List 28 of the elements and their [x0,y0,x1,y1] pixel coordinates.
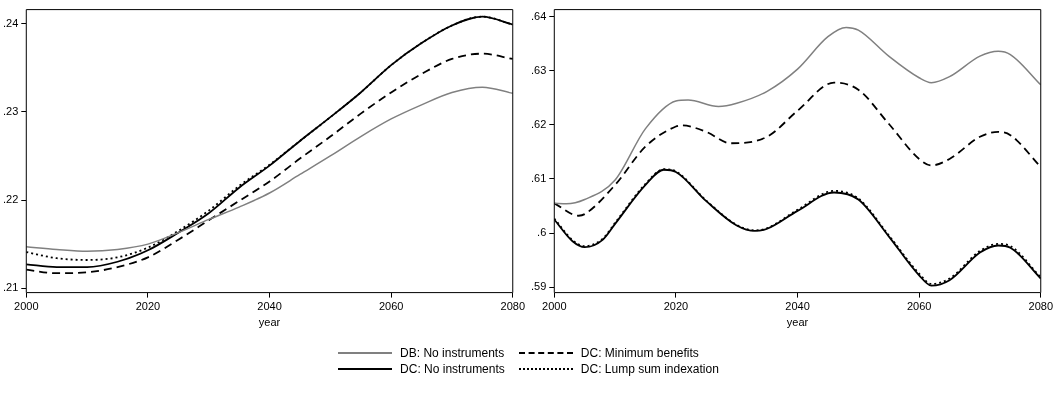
y-tick-label: .6 [537,226,547,239]
x-tick-label: 2060 [906,300,932,313]
x-tick-label: 2040 [785,300,810,313]
legend-label: DC: Lump sum indexation [580,362,719,376]
y-tick-label: .22 [2,193,19,206]
x-tick-label: 2000 [542,300,567,313]
y-tick-label: .24 [2,16,19,29]
x-axis-title: year [258,316,281,329]
x-tick-label: 2080 [500,300,526,313]
x-tick-label: 2040 [257,300,282,313]
y-tick-label: .61 [530,172,547,184]
line-series [26,86,513,252]
x-tick-label: 2020 [135,300,161,313]
legend-label: DB: No instruments [400,346,505,360]
y-tick-label: .64 [530,9,547,22]
x-tick-label: 2060 [378,300,404,313]
y-tick-label: .23 [2,104,19,117]
legend-label: DC: No instruments [400,362,505,376]
y-tick-label: .59 [530,280,547,293]
x-axis-title: year [786,316,809,329]
y-tick-label: .21 [2,281,19,294]
x-tick-label: 2080 [1028,300,1054,313]
y-tick-label: .63 [530,63,547,76]
y-tick-label: .62 [530,117,547,130]
x-tick-label: 2020 [663,300,689,313]
legend-label: DC: Minimum benefits [580,346,699,360]
line-series [554,26,1041,205]
x-tick-label: 2000 [14,300,39,313]
